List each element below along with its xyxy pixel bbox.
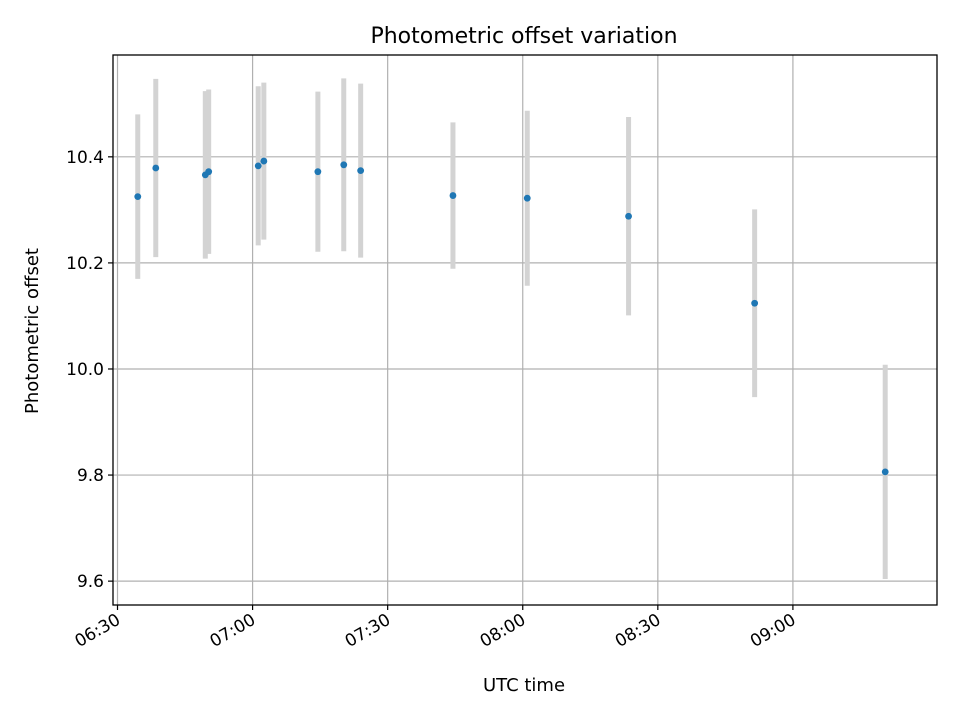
error-bars (135, 78, 888, 580)
y-tick-label: 9.6 (77, 572, 104, 592)
x-tick-label: 08:30 (612, 610, 664, 652)
data-point (357, 167, 365, 175)
data-point (314, 168, 322, 176)
data-point (260, 157, 268, 165)
data-point (751, 299, 759, 307)
x-axis-label: UTC time (483, 675, 565, 696)
data-points (134, 157, 889, 476)
data-point (523, 194, 531, 202)
data-point (152, 164, 160, 172)
data-point (254, 162, 262, 170)
x-tick-label: 08:00 (477, 610, 529, 652)
y-tick-label: 10.0 (66, 360, 104, 380)
axis-ticks: 06:30 07:00 07:30 08:00 08:30 09:00 9.6 9.8 10.0… (66, 148, 799, 652)
y-axis-label: Photometric offset (22, 248, 43, 414)
grid (113, 55, 937, 605)
x-tick-label: 07:00 (207, 610, 259, 652)
x-tick-label: 09:00 (747, 610, 799, 652)
data-point (625, 212, 632, 220)
data-point (449, 192, 457, 199)
data-point (134, 193, 142, 201)
data-point (881, 468, 889, 476)
chart-title: Photometric offset variation (370, 24, 677, 49)
y-tick-label: 10.2 (66, 254, 104, 274)
x-tick-label: 07:30 (342, 610, 394, 652)
data-point (340, 161, 348, 169)
y-tick-label: 10.4 (66, 148, 104, 168)
x-tick-label: 06:30 (72, 610, 124, 652)
y-tick-label: 9.8 (77, 466, 104, 486)
data-point (205, 168, 213, 176)
plot-area-frame (112, 54, 938, 606)
